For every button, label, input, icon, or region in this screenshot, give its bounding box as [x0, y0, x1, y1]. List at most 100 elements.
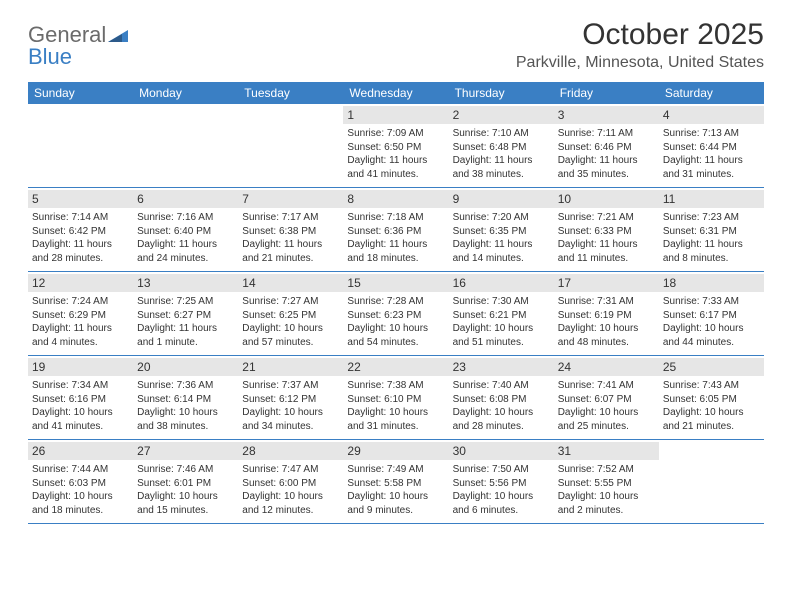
day-detail-text: Sunrise: 7:21 AMSunset: 6:33 PMDaylight:… — [558, 211, 655, 265]
day-number: 13 — [133, 274, 238, 292]
day-number: 19 — [28, 358, 133, 376]
day-cell: 23 Sunrise: 7:40 AMSunset: 6:08 PMDayligh… — [449, 356, 554, 439]
day-cell: 29 Sunrise: 7:49 AMSunset: 5:58 PMDayligh… — [343, 440, 448, 523]
week-row: 1 Sunrise: 7:09 AMSunset: 6:50 PMDaylight… — [28, 104, 764, 188]
day-detail-text: Sunrise: 7:10 AMSunset: 6:48 PMDaylight:… — [453, 127, 550, 181]
day-cell: 24 Sunrise: 7:41 AMSunset: 6:07 PMDayligh… — [554, 356, 659, 439]
day-number: 30 — [449, 442, 554, 460]
day-cell: 21 Sunrise: 7:37 AMSunset: 6:12 PMDayligh… — [238, 356, 343, 439]
day-detail-text: Sunrise: 7:09 AMSunset: 6:50 PMDaylight:… — [347, 127, 444, 181]
day-number: 10 — [554, 190, 659, 208]
week-row: 5 Sunrise: 7:14 AMSunset: 6:42 PMDaylight… — [28, 188, 764, 272]
day-number: 26 — [28, 442, 133, 460]
day-detail-text: Sunrise: 7:25 AMSunset: 6:27 PMDaylight:… — [137, 295, 234, 349]
title-block: October 2025 Parkville, Minnesota, Unite… — [516, 18, 764, 72]
day-detail-text: Sunrise: 7:24 AMSunset: 6:29 PMDaylight:… — [32, 295, 129, 349]
day-detail-text: Sunrise: 7:14 AMSunset: 6:42 PMDaylight:… — [32, 211, 129, 265]
logo-triangle-icon — [108, 24, 128, 46]
day-number: 17 — [554, 274, 659, 292]
day-detail-text: Sunrise: 7:16 AMSunset: 6:40 PMDaylight:… — [137, 211, 234, 265]
day-number: 14 — [238, 274, 343, 292]
day-detail-text: Sunrise: 7:41 AMSunset: 6:07 PMDaylight:… — [558, 379, 655, 433]
day-detail-text: Sunrise: 7:30 AMSunset: 6:21 PMDaylight:… — [453, 295, 550, 349]
day-cell: 9 Sunrise: 7:20 AMSunset: 6:35 PMDaylight… — [449, 188, 554, 271]
day-cell: 22 Sunrise: 7:38 AMSunset: 6:10 PMDayligh… — [343, 356, 448, 439]
day-detail-text: Sunrise: 7:38 AMSunset: 6:10 PMDaylight:… — [347, 379, 444, 433]
dow-header-thursday: Thursday — [449, 82, 554, 104]
day-cell: 25 Sunrise: 7:43 AMSunset: 6:05 PMDayligh… — [659, 356, 764, 439]
day-detail-text: Sunrise: 7:52 AMSunset: 5:55 PMDaylight:… — [558, 463, 655, 517]
day-cell — [28, 104, 133, 187]
day-cell: 11 Sunrise: 7:23 AMSunset: 6:31 PMDayligh… — [659, 188, 764, 271]
logo: General Blue — [28, 24, 128, 68]
dow-header-sunday: Sunday — [28, 82, 133, 104]
day-number: 7 — [238, 190, 343, 208]
day-detail-text: Sunrise: 7:23 AMSunset: 6:31 PMDaylight:… — [663, 211, 760, 265]
day-number: 21 — [238, 358, 343, 376]
day-detail-text: Sunrise: 7:11 AMSunset: 6:46 PMDaylight:… — [558, 127, 655, 181]
day-cell: 2Sunrise: 7:10 AMSunset: 6:48 PMDaylight… — [449, 104, 554, 187]
day-number: 5 — [28, 190, 133, 208]
day-number: 12 — [28, 274, 133, 292]
day-number: 20 — [133, 358, 238, 376]
day-detail-text: Sunrise: 7:17 AMSunset: 6:38 PMDaylight:… — [242, 211, 339, 265]
day-number: 24 — [554, 358, 659, 376]
day-cell — [238, 104, 343, 187]
day-number: 9 — [449, 190, 554, 208]
day-number: 28 — [238, 442, 343, 460]
day-detail-text: Sunrise: 7:33 AMSunset: 6:17 PMDaylight:… — [663, 295, 760, 349]
day-number: 3 — [554, 106, 659, 124]
day-number: 1 — [343, 106, 448, 124]
dow-header-saturday: Saturday — [659, 82, 764, 104]
day-cell: 16 Sunrise: 7:30 AMSunset: 6:21 PMDayligh… — [449, 272, 554, 355]
day-cell: 4Sunrise: 7:13 AMSunset: 6:44 PMDaylight… — [659, 104, 764, 187]
day-number: 8 — [343, 190, 448, 208]
day-cell: 7 Sunrise: 7:17 AMSunset: 6:38 PMDaylight… — [238, 188, 343, 271]
day-detail-text: Sunrise: 7:20 AMSunset: 6:35 PMDaylight:… — [453, 211, 550, 265]
header: General Blue October 2025 Parkville, Min… — [28, 18, 764, 72]
day-number: 29 — [343, 442, 448, 460]
day-cell — [133, 104, 238, 187]
day-cell: 20Sunrise: 7:36 AMSunset: 6:14 PMDayligh… — [133, 356, 238, 439]
day-detail-text: Sunrise: 7:13 AMSunset: 6:44 PMDaylight:… — [663, 127, 760, 181]
day-number: 22 — [343, 358, 448, 376]
day-detail-text: Sunrise: 7:49 AMSunset: 5:58 PMDaylight:… — [347, 463, 444, 517]
calendar: SundayMondayTuesdayWednesdayThursdayFrid… — [28, 82, 764, 524]
day-detail-text: Sunrise: 7:50 AMSunset: 5:56 PMDaylight:… — [453, 463, 550, 517]
day-detail-text: Sunrise: 7:43 AMSunset: 6:05 PMDaylight:… — [663, 379, 760, 433]
day-detail-text: Sunrise: 7:27 AMSunset: 6:25 PMDaylight:… — [242, 295, 339, 349]
page-title: October 2025 — [516, 18, 764, 52]
day-cell: 30 Sunrise: 7:50 AMSunset: 5:56 PMDayligh… — [449, 440, 554, 523]
day-cell: 19 Sunrise: 7:34 AMSunset: 6:16 PMDayligh… — [28, 356, 133, 439]
day-cell: 1 Sunrise: 7:09 AMSunset: 6:50 PMDaylight… — [343, 104, 448, 187]
location-text: Parkville, Minnesota, United States — [516, 54, 764, 72]
dow-header-monday: Monday — [133, 82, 238, 104]
day-detail-text: Sunrise: 7:40 AMSunset: 6:08 PMDaylight:… — [453, 379, 550, 433]
day-number: 25 — [659, 358, 764, 376]
day-number: 27 — [133, 442, 238, 460]
day-number: 23 — [449, 358, 554, 376]
day-cell: 26Sunrise: 7:44 AMSunset: 6:03 PMDayligh… — [28, 440, 133, 523]
day-number: 31 — [554, 442, 659, 460]
day-cell: 31 Sunrise: 7:52 AMSunset: 5:55 PMDayligh… — [554, 440, 659, 523]
week-row: 26Sunrise: 7:44 AMSunset: 6:03 PMDayligh… — [28, 440, 764, 524]
day-detail-text: Sunrise: 7:28 AMSunset: 6:23 PMDaylight:… — [347, 295, 444, 349]
day-number: 11 — [659, 190, 764, 208]
day-cell: 28 Sunrise: 7:47 AMSunset: 6:00 PMDayligh… — [238, 440, 343, 523]
day-detail-text: Sunrise: 7:18 AMSunset: 6:36 PMDaylight:… — [347, 211, 444, 265]
logo-word-1: General — [28, 24, 106, 46]
week-row: 19 Sunrise: 7:34 AMSunset: 6:16 PMDayligh… — [28, 356, 764, 440]
day-detail-text: Sunrise: 7:34 AMSunset: 6:16 PMDaylight:… — [32, 379, 129, 433]
day-detail-text: Sunrise: 7:37 AMSunset: 6:12 PMDaylight:… — [242, 379, 339, 433]
day-detail-text: Sunrise: 7:47 AMSunset: 6:00 PMDaylight:… — [242, 463, 339, 517]
day-detail-text: Sunrise: 7:31 AMSunset: 6:19 PMDaylight:… — [558, 295, 655, 349]
day-number: 18 — [659, 274, 764, 292]
week-row: 12 Sunrise: 7:24 AMSunset: 6:29 PMDayligh… — [28, 272, 764, 356]
day-cell: 18 Sunrise: 7:33 AMSunset: 6:17 PMDayligh… — [659, 272, 764, 355]
day-cell: 10 Sunrise: 7:21 AMSunset: 6:33 PMDayligh… — [554, 188, 659, 271]
day-cell: 17 Sunrise: 7:31 AMSunset: 6:19 PMDayligh… — [554, 272, 659, 355]
day-cell: 14 Sunrise: 7:27 AMSunset: 6:25 PMDayligh… — [238, 272, 343, 355]
day-cell: 8 Sunrise: 7:18 AMSunset: 6:36 PMDaylight… — [343, 188, 448, 271]
day-number: 16 — [449, 274, 554, 292]
day-cell — [659, 440, 764, 523]
